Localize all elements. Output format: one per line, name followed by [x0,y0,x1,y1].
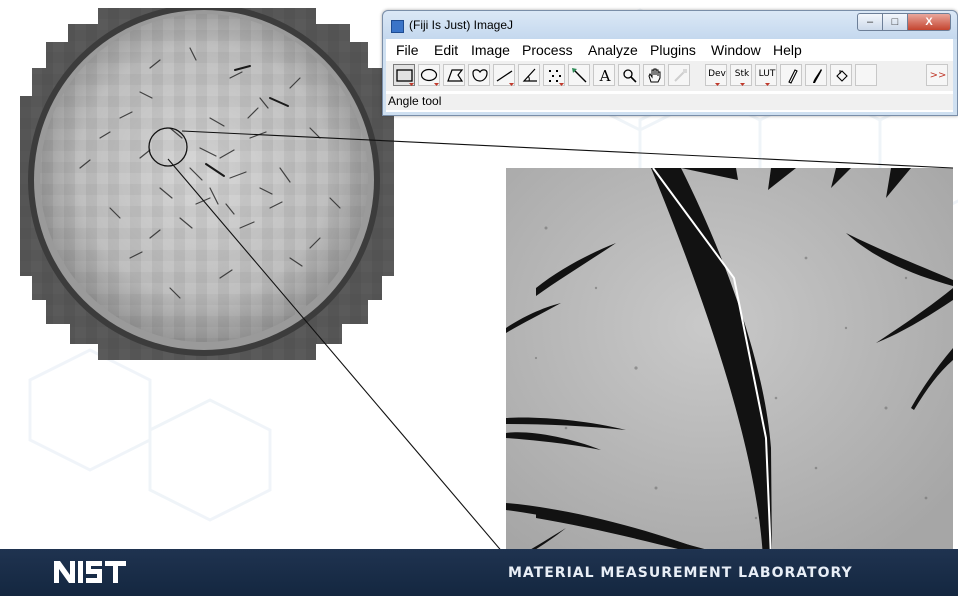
pencil-tool-icon [788,69,798,84]
hand-tool-icon [648,68,661,83]
magnifier-tool-icon [623,69,637,83]
flood-fill-tool-button[interactable] [830,64,852,86]
tool-bar: A Dev Stk [386,61,953,91]
freehand-tool-button[interactable] [468,64,490,86]
imagej-app-icon [391,20,404,33]
pencil-tool-button[interactable] [780,64,802,86]
text-tool-icon: A [599,67,611,85]
menu-bar: File Edit Image Process Analyze Plugins … [386,39,953,61]
menu-plugins[interactable]: Plugins [650,42,696,58]
wand-tool-button[interactable] [568,64,590,86]
nist-logo [54,561,126,583]
imagej-window: (Fiji Is Just) ImageJ – □ X File Edit Im… [382,10,958,116]
menu-file[interactable]: File [396,42,419,58]
dev-menu-button[interactable]: Dev [705,64,727,86]
status-bar: Angle tool [386,94,953,110]
angle-tool-button[interactable] [518,64,540,86]
freehand-tool-icon [472,69,488,82]
stk-menu-icon: Stk [734,69,750,79]
oval-tool-button[interactable] [418,64,440,86]
window-title: (Fiji Is Just) ImageJ [409,18,514,32]
line-tool-icon [496,70,514,86]
footer-bar: MATERIAL MEASUREMENT LABORATORY [0,549,958,596]
color-picker-tool-button[interactable] [668,64,690,86]
text-tool-button[interactable]: A [593,64,615,86]
wafer-overview-image [20,8,394,360]
blank-tool-button[interactable] [855,64,877,86]
polygon-tool-icon [447,69,464,82]
maximize-button[interactable]: □ [882,13,908,31]
oval-tool-icon [420,68,439,86]
brush-tool-icon [813,69,822,83]
svg-text:A: A [599,67,611,85]
magnifier-tool-button[interactable] [618,64,640,86]
status-text: Angle tool [388,94,442,108]
wand-tool-icon [572,68,587,83]
lut-menu-icon: LUT [758,69,776,79]
brush-tool-button[interactable] [805,64,827,86]
more-tools-button[interactable]: >> [926,64,948,86]
window-titlebar[interactable]: (Fiji Is Just) ImageJ – □ X [383,11,957,39]
menu-window[interactable]: Window [711,42,761,58]
multipoint-tool-icon [549,70,564,86]
menu-help[interactable]: Help [773,42,802,58]
line-tool-button[interactable] [493,64,515,86]
more-tools-icon: >> [929,70,947,81]
blank-tool-icon [856,65,878,87]
lut-menu-button[interactable]: LUT [755,64,777,86]
menu-analyze[interactable]: Analyze [588,42,638,58]
menu-image[interactable]: Image [471,42,510,58]
polygon-tool-button[interactable] [443,64,465,86]
angle-tool-icon [522,68,537,82]
stk-menu-button[interactable]: Stk [730,64,752,86]
menu-process[interactable]: Process [522,42,573,58]
zoomed-micrograph [506,168,953,561]
dev-menu-icon: Dev [708,69,726,79]
rectangle-tool-icon [396,69,414,86]
close-button[interactable]: X [907,13,951,31]
minimize-button[interactable]: – [857,13,883,31]
hand-tool-button[interactable] [643,64,665,86]
flood-fill-tool-icon [836,70,848,82]
window-client-area: File Edit Image Process Analyze Plugins … [386,39,953,112]
multipoint-tool-button[interactable] [543,64,565,86]
color-picker-tool-icon [674,69,687,82]
menu-edit[interactable]: Edit [434,42,459,58]
lab-name: MATERIAL MEASUREMENT LABORATORY [508,565,853,581]
traced-angle-line [652,168,772,559]
rectangle-tool-button[interactable] [393,64,415,86]
